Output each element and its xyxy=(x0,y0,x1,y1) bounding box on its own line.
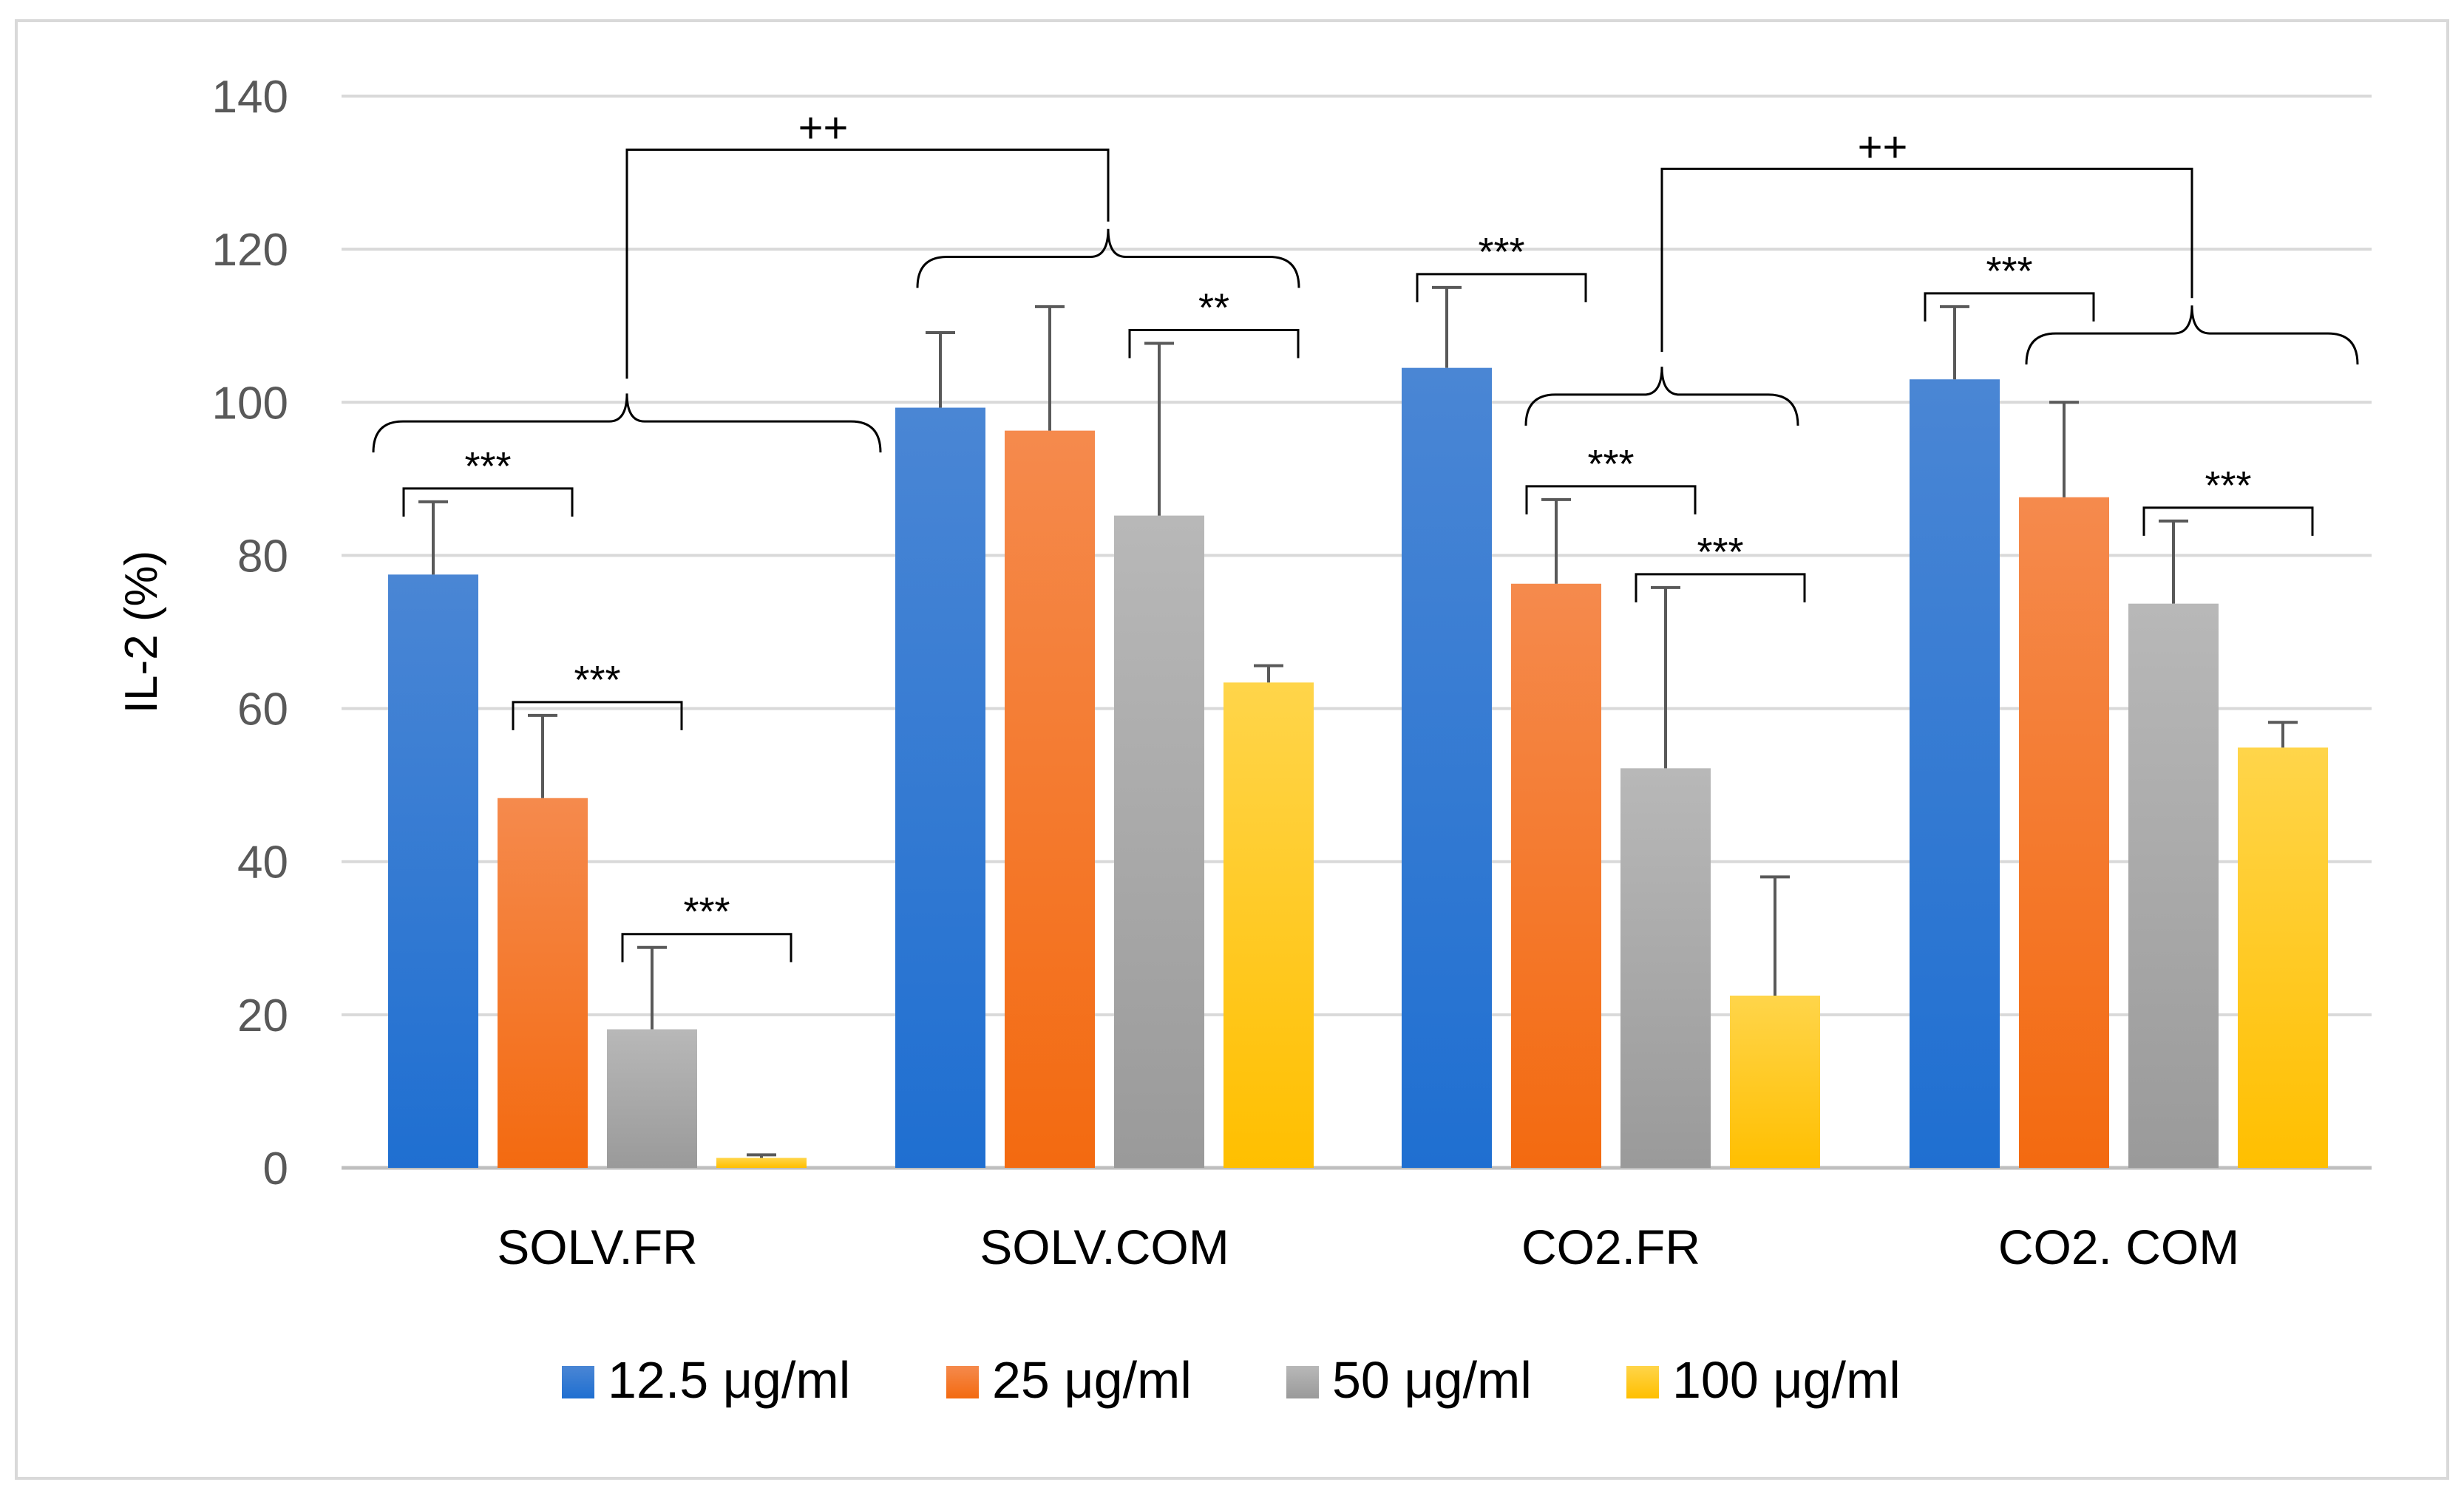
significance-bracket xyxy=(1128,329,1300,358)
significance-bracket xyxy=(1924,292,2095,322)
significance-label: *** xyxy=(1478,230,1524,274)
significance-label: *** xyxy=(1986,249,2032,293)
group-comparison-line xyxy=(625,149,1110,379)
significance-bracket xyxy=(1416,273,1587,302)
bar xyxy=(1910,379,2000,1168)
y-tick-label: 40 xyxy=(237,837,288,888)
bar xyxy=(716,1158,807,1168)
x-category-label: SOLV.FR xyxy=(497,1220,697,1274)
legend-swatch xyxy=(1626,1366,1659,1398)
significance-bracket xyxy=(2142,506,2314,536)
legend-label: 25 μg/ml xyxy=(992,1351,1192,1409)
significance-label: *** xyxy=(2205,463,2251,508)
y-tick-label: 100 xyxy=(212,378,288,429)
legend-label: 12.5 μg/ml xyxy=(608,1351,850,1409)
x-category-label: CO2.FR xyxy=(1521,1220,1700,1274)
significance-bracket xyxy=(512,701,683,730)
y-tick-label: 60 xyxy=(237,684,288,735)
x-category-label: CO2. COM xyxy=(1998,1220,2239,1274)
bar xyxy=(388,574,478,1168)
legend-swatch xyxy=(946,1366,979,1398)
y-tick-label: 20 xyxy=(237,990,288,1041)
significance-bracket xyxy=(1635,573,1806,602)
bar xyxy=(895,407,985,1169)
bar xyxy=(1620,768,1711,1168)
significance-label: *** xyxy=(683,890,730,934)
group-brace xyxy=(2025,305,2359,365)
bar xyxy=(2019,497,2109,1168)
y-tick-label: 120 xyxy=(212,225,288,276)
bar xyxy=(607,1029,697,1168)
bar xyxy=(1402,367,1492,1168)
y-axis-ticks: 0 20 40 60 80 100 120 140 xyxy=(212,72,288,1194)
chart-frame xyxy=(15,19,2449,1480)
y-axis-label: IL-2 (%) xyxy=(116,551,167,713)
y-tick-label: 140 xyxy=(212,72,288,123)
bar xyxy=(1511,583,1601,1168)
significance-bracket xyxy=(1525,485,1697,514)
bar xyxy=(1005,430,1095,1168)
legend-swatch xyxy=(562,1366,594,1398)
bar xyxy=(1223,682,1314,1168)
significance-label: *** xyxy=(574,658,620,702)
legend-label: 100 μg/ml xyxy=(1672,1351,1901,1409)
group-brace xyxy=(1524,367,1799,426)
significance-bracket xyxy=(621,933,793,962)
significance-label: *** xyxy=(464,444,511,489)
y-tick-label: 0 xyxy=(263,1143,288,1194)
significance-label: *** xyxy=(1587,442,1634,486)
bar xyxy=(2238,747,2328,1168)
legend-swatch xyxy=(1286,1366,1319,1398)
group-comparison-label: ++ xyxy=(798,104,849,152)
bars xyxy=(388,367,2328,1169)
error-bars xyxy=(418,285,2298,1158)
significance-annotations: **************************++ ++ xyxy=(372,104,2359,962)
group-comparison-line xyxy=(1660,167,2193,353)
bar xyxy=(498,798,588,1168)
bar xyxy=(2128,603,2219,1168)
bar xyxy=(1730,995,1820,1168)
x-category-label: SOLV.COM xyxy=(980,1220,1229,1274)
significance-bracket xyxy=(402,487,574,517)
significance-label: ** xyxy=(1198,286,1229,330)
bar xyxy=(1114,515,1204,1168)
legend-label: 50 μg/ml xyxy=(1332,1351,1532,1409)
significance-label: *** xyxy=(1697,530,1743,574)
y-tick-label: 80 xyxy=(237,531,288,582)
legend: 12.5 μg/ml 25 μg/ml 50 μg/ml 100 μg/ml xyxy=(562,1351,1901,1409)
group-brace xyxy=(916,228,1300,288)
group-brace xyxy=(372,393,882,453)
group-comparison-label: ++ xyxy=(1858,123,1908,171)
x-axis-labels: SOLV.FR SOLV.COM CO2.FR CO2. COM xyxy=(497,1220,2239,1274)
